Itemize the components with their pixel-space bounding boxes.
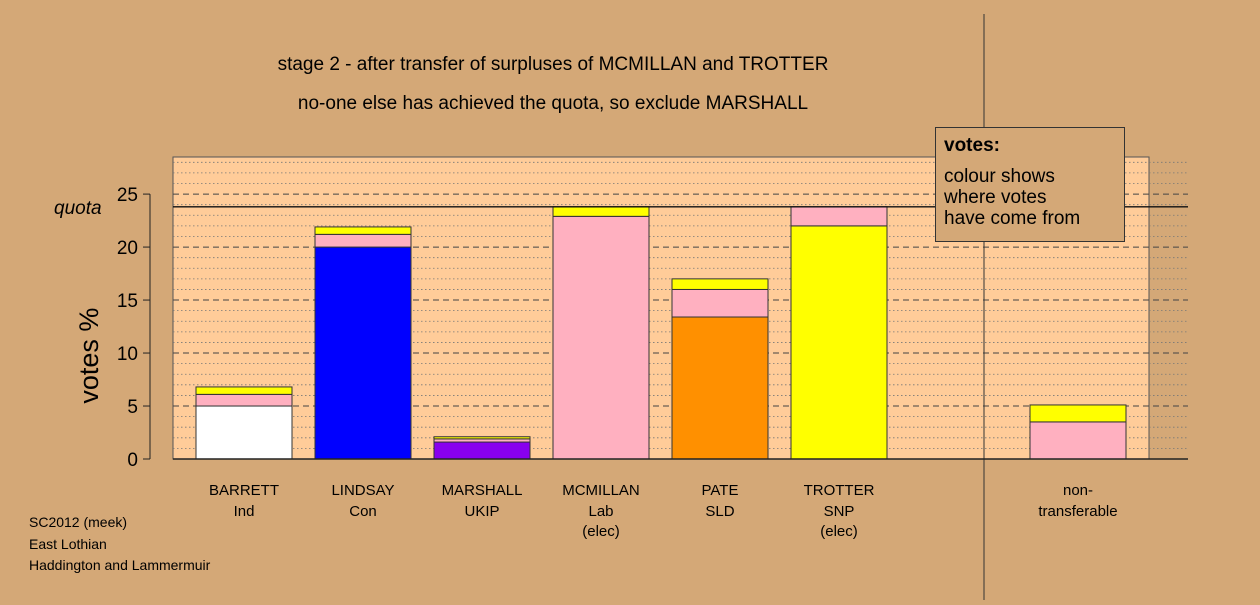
nontransferable-label-2: transferable [1038,503,1117,520]
candidate-name-lindsay: LINDSAY [331,482,394,499]
legend-line: where votes [944,187,1047,208]
chart-subtitle: no-one else has achieved the quota, so e… [297,93,809,114]
candidate-note-mcmillan: (elec) [582,523,620,540]
bar-segment-nontransferable-lab [1029,421,1127,460]
candidate-note-trotter: (elec) [820,523,858,540]
legend-line: colour shows [944,166,1055,187]
candidate-labels: BARRETT Ind LINDSAY Con MARSHALL UKIP MCMILLAN… [209,482,1118,540]
credit-council: East Lothian [29,536,107,552]
nontransferable-label-1: non- [1063,482,1093,499]
credit-ward: Haddington and Lammermuir [29,557,211,573]
legend-title: votes: [944,135,1000,156]
bar-segment-mcmillan-snp [552,206,650,217]
credit-election: SC2012 (meek) [29,514,128,530]
bars [195,206,1127,460]
bar-segment-nontransferable-snp [1029,404,1127,423]
y-tick-label: 0 [127,450,138,471]
chart-title: stage 2 - after transfer of surpluses of… [277,54,829,75]
y-tick-label: 5 [127,397,138,418]
bar-segment-pate-lab [671,288,769,318]
candidate-party-mcmillan: Lab [588,503,613,520]
bar-segment-mcmillan-lab [552,215,650,460]
bar-segment-lindsay-con [314,246,412,460]
bar-segment-lindsay-lab [314,233,412,248]
bar-segment-trotter-snp [790,225,888,460]
axes: 0 5 10 15 20 25 votes % quota [54,14,1188,600]
bar-segment-pate-snp [671,278,769,290]
candidate-party-pate: SLD [705,503,734,520]
candidate-party-barrett: Ind [234,503,255,520]
y-tick-label: 20 [117,238,138,259]
quota-label: quota [54,198,102,219]
candidate-party-lindsay: Con [349,503,377,520]
candidate-name-trotter: TROTTER [804,482,875,499]
bar-segment-trotter-lab [790,206,888,227]
bar-segment-marshall-ukip [433,441,531,460]
candidate-name-pate: PATE [702,482,739,499]
bar-segment-marshall-snp [433,436,531,440]
y-tick-label: 25 [117,185,138,206]
candidate-party-trotter: SNP [824,503,855,520]
legend-box: votes: colour shows where votes have com… [935,127,1125,242]
y-axis-label: votes % [74,308,104,404]
bar-segment-barrett-lab [195,393,293,407]
candidate-name-marshall: MARSHALL [442,482,523,499]
bar-segment-barrett-snp [195,386,293,395]
bar-segment-lindsay-snp [314,226,412,235]
candidate-name-mcmillan: MCMILLAN [562,482,640,499]
candidate-name-barrett: BARRETT [209,482,279,499]
y-tick-label: 15 [117,291,138,312]
bar-segment-pate-sld [671,316,769,460]
bar-segment-barrett-ind [195,405,293,460]
legend-line: have come from [944,208,1081,229]
y-tick-label: 10 [117,344,138,365]
candidate-party-marshall: UKIP [464,503,499,520]
